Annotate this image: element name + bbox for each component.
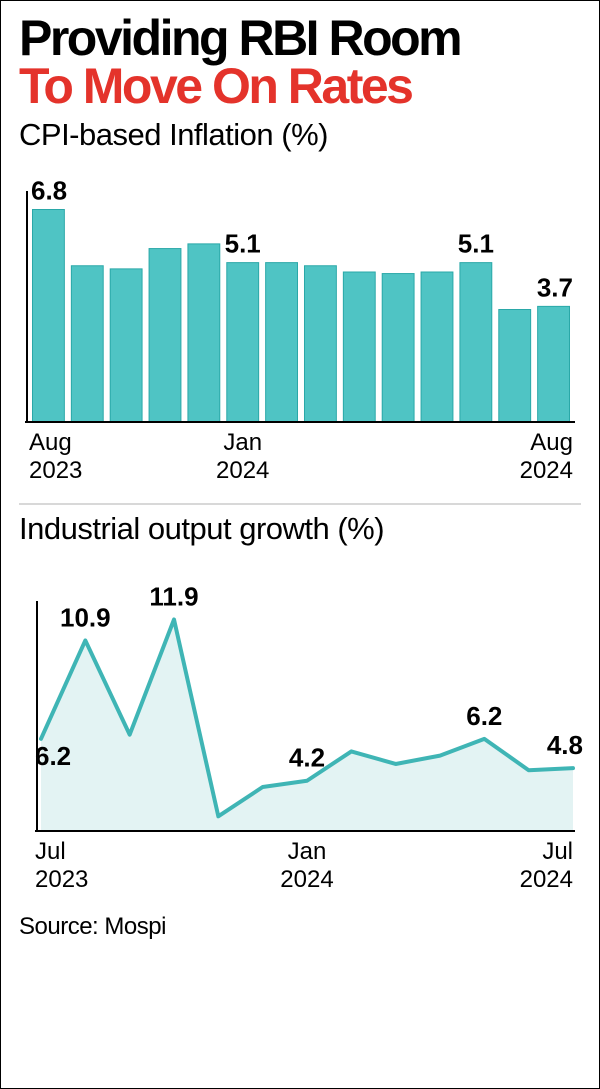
source-text: Source: Mospi	[19, 913, 581, 941]
svg-text:6.2: 6.2	[466, 701, 502, 731]
svg-text:Jul: Jul	[35, 838, 66, 865]
title-line2: To Move On Rates	[19, 61, 581, 111]
svg-text:6.8: 6.8	[31, 176, 67, 206]
svg-text:2024: 2024	[280, 866, 333, 893]
svg-text:11.9: 11.9	[149, 581, 198, 611]
chart1-bar: 6.85.15.13.7Aug2023Jan2024Aug2024	[19, 157, 581, 497]
svg-text:6.2: 6.2	[35, 741, 71, 771]
chart2-area: 6.210.911.94.26.24.8Jul2023Jan2024Jul202…	[19, 551, 581, 911]
chart1-svg: 6.85.15.13.7Aug2023Jan2024Aug2024	[19, 157, 583, 497]
svg-text:2023: 2023	[29, 457, 82, 484]
chart2-svg: 6.210.911.94.26.24.8Jul2023Jan2024Jul202…	[19, 551, 583, 911]
svg-text:Aug: Aug	[29, 429, 72, 456]
svg-text:Jul: Jul	[542, 838, 573, 865]
svg-text:2024: 2024	[216, 457, 269, 484]
svg-text:4.8: 4.8	[547, 730, 583, 760]
svg-text:2024: 2024	[520, 457, 573, 484]
svg-text:3.7: 3.7	[537, 272, 573, 302]
chart2-title: Industrial output growth (%)	[19, 511, 581, 547]
svg-text:5.1: 5.1	[225, 229, 261, 259]
svg-text:2023: 2023	[35, 866, 88, 893]
chart1-title: CPI-based Inflation (%)	[19, 117, 581, 153]
chart-divider	[19, 503, 581, 505]
title-line1: Providing RBI Room	[19, 13, 581, 63]
svg-text:5.1: 5.1	[458, 229, 494, 259]
svg-text:4.2: 4.2	[289, 743, 325, 773]
svg-text:10.9: 10.9	[60, 602, 111, 632]
svg-text:Jan: Jan	[223, 429, 262, 456]
svg-text:Jan: Jan	[288, 838, 327, 865]
svg-text:Aug: Aug	[530, 429, 573, 456]
svg-text:2024: 2024	[520, 866, 573, 893]
